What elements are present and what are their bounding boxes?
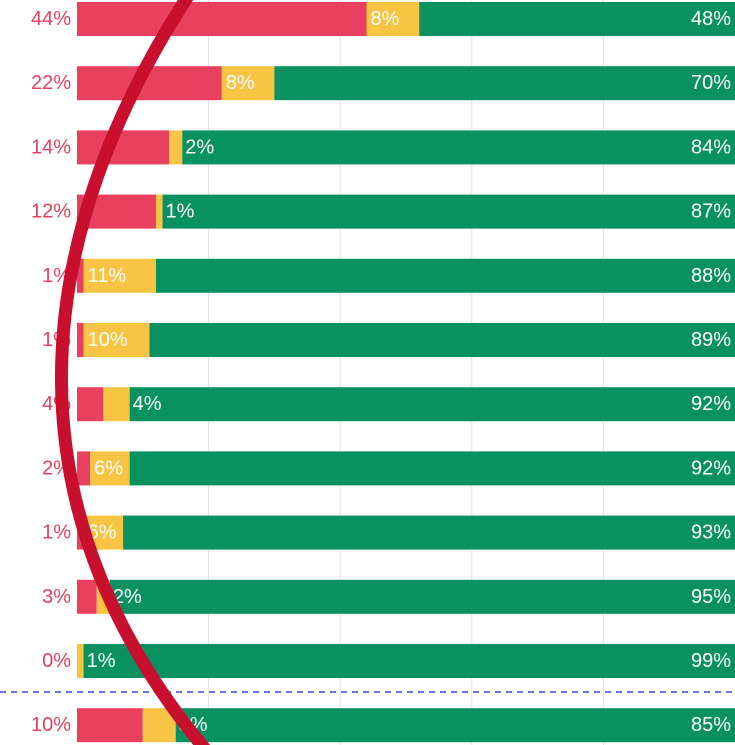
bar-segment (129, 451, 735, 486)
value-label: 6% (88, 522, 117, 544)
bar-segment (77, 258, 84, 293)
bar-segment (221, 66, 275, 101)
value-label: 14% (31, 136, 71, 158)
value-label: 87% (691, 201, 731, 223)
bars (77, 2, 735, 743)
value-label: 1% (87, 650, 116, 672)
bar-segment (83, 644, 735, 678)
value-label: 12% (31, 201, 71, 223)
bar-segment (77, 579, 97, 614)
bar-segment (274, 66, 735, 101)
value-label: 10% (31, 714, 71, 736)
bar-segment (366, 2, 420, 36)
value-label: 95% (691, 586, 731, 608)
bar-segment (77, 708, 143, 743)
bar-segment (419, 2, 735, 36)
annotation-arc (55, 0, 211, 745)
value-label: 48% (691, 8, 731, 30)
value-label: 2% (113, 586, 142, 608)
bar-segment (162, 194, 735, 229)
bar-segment (83, 258, 156, 293)
value-label: 44% (31, 8, 71, 30)
value-label: 93% (691, 522, 731, 544)
value-label: 89% (691, 329, 731, 351)
bar-segment (77, 387, 104, 422)
value-label: 0% (42, 650, 71, 672)
bar-segment (77, 644, 84, 678)
value-label: 10% (88, 329, 128, 351)
bar-segment (155, 194, 163, 229)
bar-segment (103, 387, 130, 422)
bar-segment (149, 323, 735, 357)
grid (208, 0, 604, 745)
value-label: 2% (185, 136, 214, 158)
bar-segment (77, 323, 84, 357)
value-label: 4% (133, 393, 162, 415)
value-label: 84% (691, 136, 731, 158)
bar-segment (169, 130, 183, 165)
value-label: 6% (94, 457, 123, 479)
bar-segment (83, 323, 150, 357)
bar-segment (175, 708, 735, 743)
value-label: 1% (42, 522, 71, 544)
labels: 44% 8% 48% 22% 8% 70% 14% 2% 84% 12% 1% 87% 1% 11% 88%… (31, 8, 731, 736)
bar-segment (123, 515, 735, 550)
bar-segment (155, 258, 735, 293)
bar-segment (77, 130, 170, 165)
value-label: 11% (88, 265, 127, 287)
bar-segment (182, 130, 735, 165)
value-label: 3% (42, 586, 71, 608)
value-label: 92% (691, 457, 731, 479)
bar-segment (77, 451, 91, 486)
bar-segment (109, 579, 735, 614)
value-label: 22% (31, 72, 71, 94)
value-label: 1% (166, 201, 195, 223)
value-label: 8% (371, 8, 400, 30)
value-label: 88% (691, 265, 731, 287)
bar-segment (129, 387, 735, 422)
value-label: 85% (691, 714, 731, 736)
value-label: 92% (691, 393, 731, 415)
bar-segment (77, 2, 367, 36)
bar-segment (90, 451, 130, 486)
value-label: 99% (691, 650, 731, 672)
value-label: 8% (226, 72, 255, 94)
value-label: 70% (691, 72, 731, 94)
